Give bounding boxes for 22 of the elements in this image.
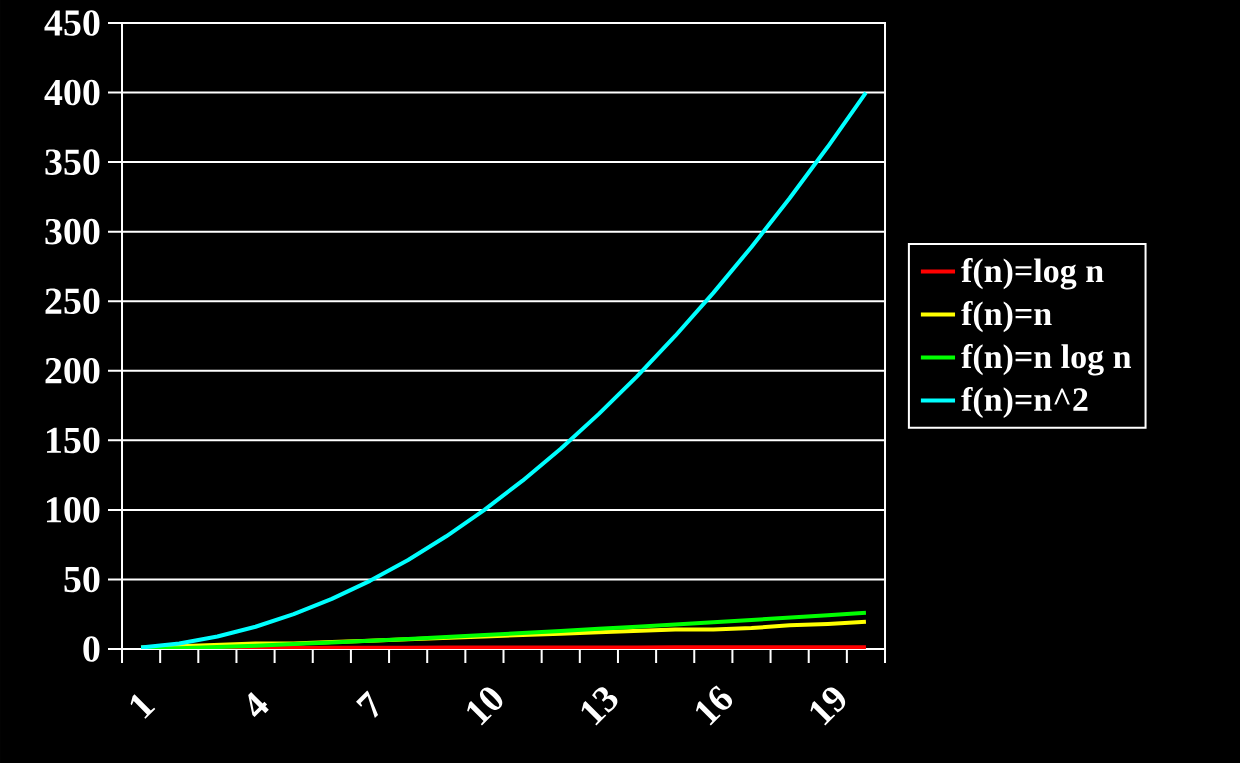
x-tick-label: 7 [356, 690, 379, 719]
y-tick-label: 200 [45, 357, 100, 384]
x-tick-label: 10 [467, 687, 503, 726]
y-tick-label: 100 [46, 497, 100, 523]
legend-label: f(n)=log n [961, 258, 1104, 290]
x-tick-label: 4 [248, 692, 269, 718]
legend-label: f(n)=n^2 [961, 386, 1088, 419]
y-tick-label: 150 [46, 427, 100, 454]
y-tick-label: 50 [64, 566, 100, 593]
x-tick-label: 16 [696, 685, 733, 726]
legend-label: f(n)=n log n [961, 343, 1132, 376]
x-tick-label: 13 [581, 687, 618, 726]
x-tick-label: 19 [810, 687, 846, 726]
y-tick-label: 350 [45, 149, 100, 175]
y-tick-label: 300 [45, 218, 100, 245]
y-tick-label: 400 [44, 79, 100, 106]
y-tick-label: 450 [44, 10, 100, 36]
y-tick-label: 0 [83, 636, 100, 662]
x-tick-label: 1 [130, 694, 156, 719]
line-series [139, 90, 868, 649]
legend-label: f(n)=n [961, 301, 1052, 333]
y-tick-label: 250 [45, 288, 100, 315]
